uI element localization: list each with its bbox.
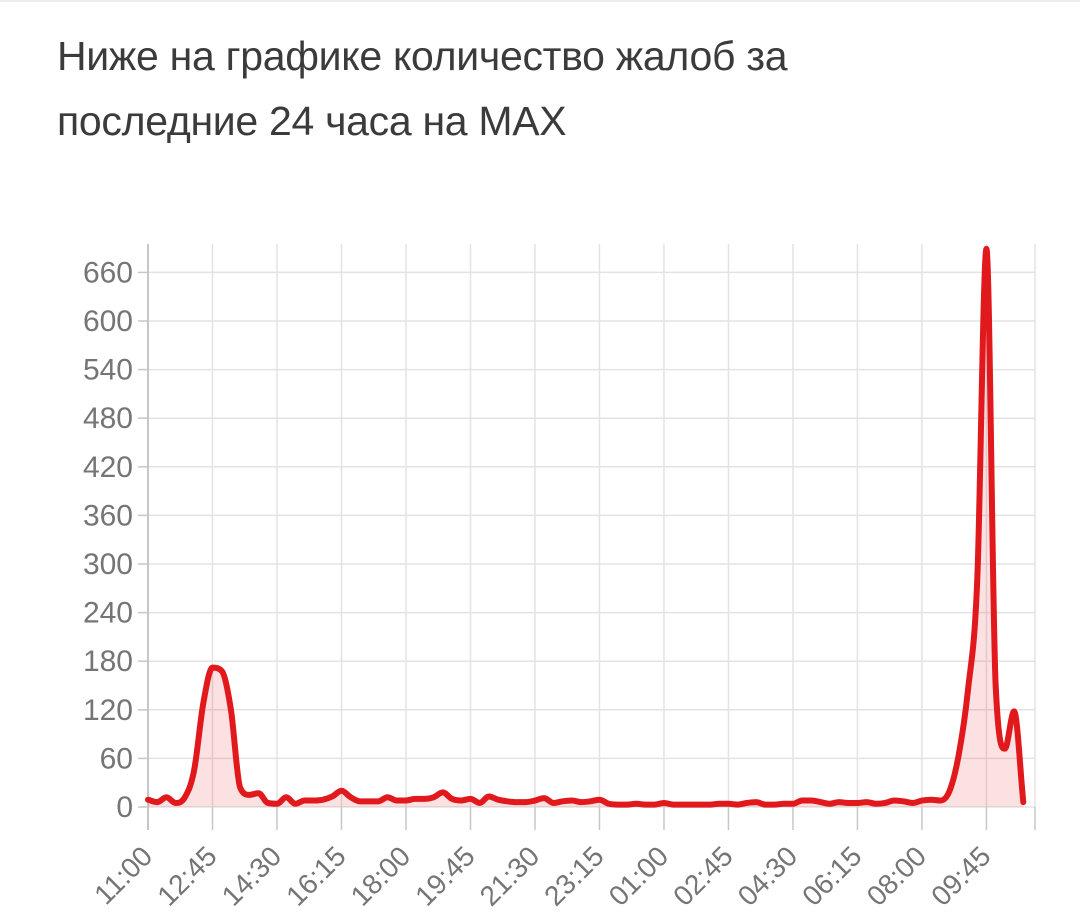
y-tick-label: 360	[83, 499, 133, 532]
x-tick-label: 14:30	[216, 840, 287, 911]
x-tick-label: 01:00	[603, 840, 674, 911]
x-tick-label: 23:15	[538, 840, 609, 911]
y-tick-label: 240	[83, 597, 133, 630]
page-title: Ниже на графике количество жалоб за посл…	[57, 33, 788, 144]
x-tick-label: 12:45	[151, 840, 222, 911]
y-tick-label: 540	[83, 354, 133, 387]
x-tick-label: 09:45	[925, 840, 996, 911]
y-tick-label: 180	[83, 645, 133, 678]
y-tick-label: 600	[83, 305, 133, 338]
y-tick-label: 420	[83, 451, 133, 484]
x-tick-label: 06:15	[796, 840, 867, 911]
x-tick-label: 18:00	[345, 840, 416, 911]
x-tick-label: 16:15	[280, 840, 351, 911]
grid: 0 60 120 180 240 300 360 420 480 540 600 660 11:0012…	[83, 244, 1036, 912]
x-tick-label: 02:45	[667, 840, 738, 911]
y-tick-label: 120	[83, 694, 133, 727]
series-area	[148, 248, 1024, 807]
x-tick-label: 08:00	[861, 840, 932, 911]
y-tick-label: 480	[83, 402, 133, 435]
x-tick-label: 19:45	[409, 840, 480, 911]
x-tick-label: 21:30	[474, 840, 545, 911]
y-tick-label: 60	[100, 742, 133, 775]
y-tick-label: 660	[83, 256, 133, 289]
x-tick-label: 04:30	[732, 840, 803, 911]
y-tick-label: 0	[116, 791, 133, 824]
series-line	[145, 245, 1027, 808]
y-tick-label: 300	[83, 548, 133, 581]
x-tick-label: 11:00	[88, 840, 158, 910]
top-divider	[0, 0, 1080, 2]
